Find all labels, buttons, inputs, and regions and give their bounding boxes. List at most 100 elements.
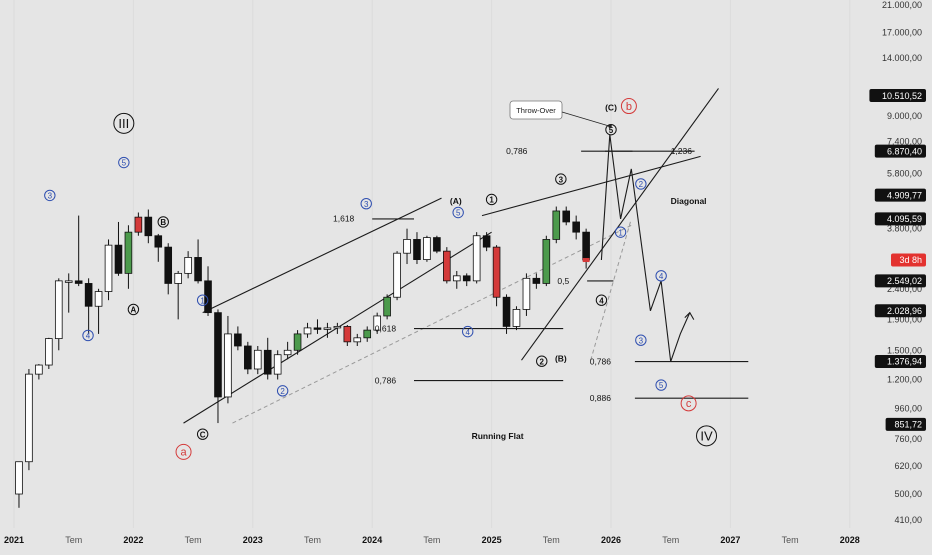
- candle: [84, 278, 93, 334]
- wave-label-black: B: [157, 216, 169, 228]
- annotation-text: (A): [450, 196, 462, 206]
- annotation-text: (C): [605, 102, 617, 112]
- price-tag: 4.909,77: [874, 188, 926, 202]
- trendline: [202, 197, 442, 314]
- wave-label-large: IV: [696, 425, 718, 447]
- y-tick-label: 9.000,00: [887, 111, 922, 121]
- wave-circle: [196, 428, 209, 440]
- candle: [15, 461, 23, 508]
- x-tick-label: Tem: [304, 535, 321, 545]
- candle-body: [263, 349, 272, 375]
- candle-body: [174, 272, 182, 284]
- wave-label-text: 3: [364, 200, 369, 209]
- wave-label-text: c: [686, 398, 692, 410]
- countdown-tag: 3d 8h: [891, 253, 926, 267]
- fib-level-label: 0,786: [506, 146, 528, 156]
- x-axis: 2021 Tem 2022 Tem 2023 Tem 2024 Tem 2025 Tem 2026 T…: [4, 535, 860, 545]
- throw-over-callout: Throw-Over: [509, 100, 612, 128]
- wave-circle: [196, 294, 209, 306]
- candle: [403, 228, 411, 265]
- wave-label-black: 4: [595, 294, 608, 306]
- wave-label-text: A: [131, 306, 137, 315]
- wave-circle: [485, 193, 498, 206]
- candle: [552, 206, 561, 244]
- candle-body: [443, 250, 451, 282]
- candle: [313, 319, 322, 334]
- candle-body: [373, 315, 381, 331]
- price-tag: 10.510,52: [869, 89, 926, 103]
- candle-body: [184, 257, 192, 274]
- candle: [413, 232, 421, 265]
- price-tag: 851,72: [885, 417, 926, 431]
- wave-label-text: 3: [48, 192, 53, 201]
- y-tick-label: 2.400,00: [887, 284, 922, 294]
- wave-label-blue: 4: [655, 270, 667, 282]
- candle: [204, 266, 212, 316]
- candle: [94, 288, 103, 334]
- candle: [492, 245, 501, 307]
- candle-body: [542, 239, 551, 284]
- candle-body: [64, 280, 73, 283]
- wave-label-text: 4: [465, 328, 470, 337]
- candle-body: [502, 296, 511, 327]
- y-tick-label: 1.900,00: [887, 314, 922, 324]
- price-tag-text: 6.870,40: [887, 146, 922, 156]
- x-tick-label: 2025: [482, 535, 502, 545]
- wave-label-text: 3: [639, 336, 644, 345]
- candle-body: [512, 309, 521, 327]
- candle: [443, 247, 451, 284]
- y-tick-label: 1.200,00: [887, 374, 922, 384]
- annotation-text: Running Flat: [472, 431, 524, 441]
- candle: [283, 341, 292, 360]
- y-tick-label: 620,00: [894, 461, 922, 471]
- wave-label-red: b: [620, 98, 637, 115]
- fib-level-label: 1,618: [333, 214, 355, 224]
- candle-body: [74, 280, 83, 284]
- wave-label-text: 5: [456, 209, 461, 218]
- candle: [293, 330, 302, 355]
- price-tag-bg: [891, 253, 926, 267]
- wave-label-black: C: [196, 428, 209, 440]
- x-tick-label: Tem: [543, 535, 560, 545]
- price-tag-text: 3d 8h: [899, 255, 922, 265]
- price-tag: 2.549,02: [874, 274, 926, 288]
- candle-body: [84, 283, 93, 307]
- fib-level-label: 1,236: [671, 146, 693, 156]
- dashed-trendline: [590, 218, 632, 361]
- candle-body: [532, 277, 541, 284]
- callout-text: Throw-Over: [516, 106, 556, 115]
- candle: [224, 315, 232, 404]
- candle-body: [15, 461, 23, 495]
- wave-label-text: 4: [659, 272, 664, 281]
- candle: [134, 212, 143, 236]
- annotation-text: (B): [555, 353, 567, 363]
- candle-body: [313, 327, 322, 330]
- x-tick-label: 2022: [123, 535, 143, 545]
- candle-body: [134, 216, 143, 233]
- candle-body: [323, 327, 332, 330]
- annotation-labels-layer: A B C 1 2 3 4 5 3 4 5 1 2 3 4 5 2 1 4 3 5 III IV a b c (A) (B) (C) Di…: [44, 98, 718, 460]
- candle: [303, 322, 312, 338]
- candle: [363, 326, 372, 342]
- fib-level-label: 0,5: [557, 276, 569, 286]
- candle: [144, 209, 153, 244]
- candle-body: [144, 216, 153, 237]
- candle: [273, 350, 282, 380]
- wave-circle: [452, 206, 464, 219]
- trendline: [481, 155, 701, 217]
- wave-label-blue: 5: [452, 206, 464, 219]
- wave-circle: [680, 395, 697, 412]
- price-tag-bg: [885, 417, 926, 431]
- wave-circle: [127, 303, 140, 316]
- candle: [25, 369, 33, 471]
- price-tag-bg: [874, 274, 926, 288]
- trendline: [521, 88, 719, 361]
- candle: [522, 273, 531, 316]
- wave-circle: [360, 197, 372, 210]
- candle: [572, 215, 580, 240]
- wave-label-large: III: [113, 112, 135, 134]
- wave-label-text: a: [180, 447, 187, 459]
- wave-label-text: 1: [200, 296, 205, 305]
- wave-circle: [595, 294, 608, 306]
